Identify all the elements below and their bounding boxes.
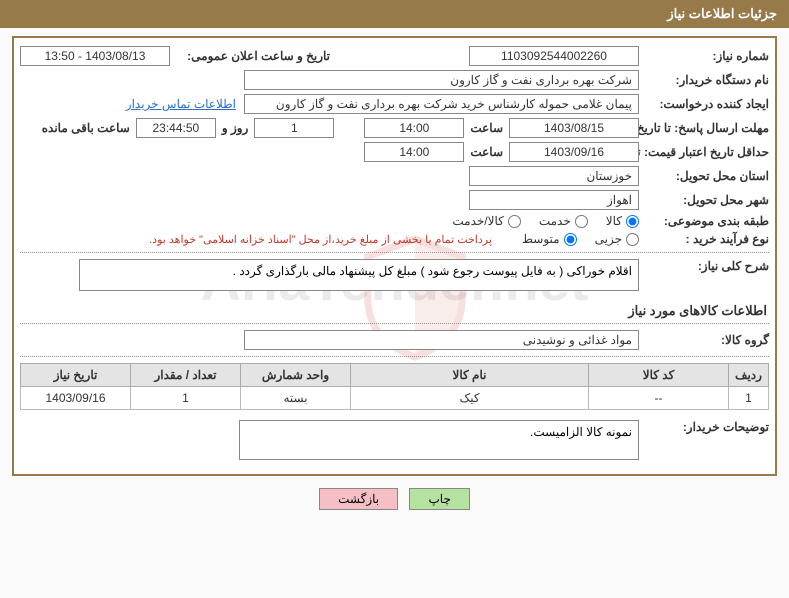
field-deadline-time[interactable] [364,118,464,138]
main-panel: AriaTender.net شماره نیاز: تاریخ و ساعت … [12,36,777,476]
row-buyer-notes: توضیحات خریدار: [20,420,769,460]
radio-topic-2[interactable]: کالا/خدمت [452,214,520,228]
td-date: 1403/09/16 [21,387,131,410]
radio-topic-1[interactable]: خدمت [539,214,588,228]
panel-header: جزئیات اطلاعات نیاز [0,0,789,28]
back-button[interactable]: بازگشت [319,488,398,510]
field-deadline-date[interactable] [509,118,639,138]
label-remaining: ساعت باقی مانده [36,121,136,135]
field-time-left[interactable] [136,118,216,138]
row-response-deadline: مهلت ارسال پاسخ: تا تاریخ: ساعت روز و سا… [20,118,769,138]
field-days-left[interactable] [254,118,334,138]
table-header-row: ردیف کد کالا نام کالا واحد شمارش تعداد /… [21,364,769,387]
th-qty: تعداد / مقدار [131,364,241,387]
textarea-need-desc[interactable] [79,259,639,291]
radio-input-topic-0[interactable] [626,215,639,228]
label-requester: ایجاد کننده درخواست: [639,97,769,111]
label-process: نوع فرآیند خرید : [639,232,769,246]
th-unit: واحد شمارش [241,364,351,387]
radio-label-process-0: جزیی [595,232,622,246]
td-unit: بسته [241,387,351,410]
radio-label-topic-2: کالا/خدمت [452,214,503,228]
td-row: 1 [729,387,769,410]
buttons-row: چاپ بازگشت [0,480,789,514]
radio-input-topic-2[interactable] [508,215,521,228]
th-row: ردیف [729,364,769,387]
label-goods-group: گروه کالا: [639,333,769,347]
row-goods-group: گروه کالا: [20,330,769,350]
label-validity-time: ساعت [464,145,509,159]
note-treasury: پرداخت تمام یا بخشی از مبلغ خرید،از محل … [149,233,492,246]
th-code: کد کالا [589,364,729,387]
label-days-and: روز و [216,121,255,135]
row-topic-classification: طبقه بندی موضوعی: کالا خدمت کالا/خدمت [20,214,769,228]
label-response-deadline: مهلت ارسال پاسخ: تا تاریخ: [639,121,769,135]
panel-title: جزئیات اطلاعات نیاز [667,6,777,21]
td-code: -- [589,387,729,410]
print-button[interactable]: چاپ [409,488,469,510]
radio-input-process-1[interactable] [564,233,577,246]
field-need-number[interactable] [469,46,639,66]
label-deadline-time: ساعت [464,121,509,135]
label-topic: طبقه بندی موضوعی: [639,214,769,228]
radio-label-process-1: متوسط [522,232,560,246]
row-requester: ایجاد کننده درخواست: اطلاعات تماس خریدار [20,94,769,114]
table-row: 1 -- کیک بسته 1 1403/09/16 [21,387,769,410]
goods-table: ردیف کد کالا نام کالا واحد شمارش تعداد /… [20,363,769,410]
th-name: نام کالا [351,364,589,387]
label-province: استان محل تحویل: [639,169,769,183]
field-validity-time[interactable] [364,142,464,162]
radio-group-process: جزیی متوسط [522,232,639,246]
th-date: تاریخ نیاز [21,364,131,387]
label-price-validity: حداقل تاریخ اعتبار قیمت: تا تاریخ: [639,145,769,159]
radio-input-topic-1[interactable] [575,215,588,228]
row-price-validity: حداقل تاریخ اعتبار قیمت: تا تاریخ: ساعت [20,142,769,162]
row-purchase-process: نوع فرآیند خرید : جزیی متوسط پرداخت تمام… [20,232,769,246]
label-announce-datetime: تاریخ و ساعت اعلان عمومی: [170,49,330,63]
textarea-buyer-notes[interactable] [239,420,639,460]
field-announce-datetime[interactable] [20,46,170,66]
row-need-number: شماره نیاز: تاریخ و ساعت اعلان عمومی: [20,46,769,66]
label-need-number: شماره نیاز: [639,49,769,63]
section-goods-info: اطلاعات کالاهای مورد نیاز [20,297,769,324]
field-validity-date[interactable] [509,142,639,162]
row-buyer-org: نام دستگاه خریدار: [20,70,769,90]
row-delivery-city: شهر محل تحویل: [20,190,769,210]
label-buyer-org: نام دستگاه خریدار: [639,73,769,87]
radio-label-topic-1: خدمت [539,214,571,228]
radio-group-topic: کالا خدمت کالا/خدمت [452,214,639,228]
radio-process-0[interactable]: جزیی [595,232,639,246]
link-buyer-contact[interactable]: اطلاعات تماس خریدار [126,97,236,111]
label-need-desc: شرح کلی نیاز: [639,259,769,273]
row-delivery-province: استان محل تحویل: [20,166,769,186]
label-city: شهر محل تحویل: [639,193,769,207]
radio-topic-0[interactable]: کالا [606,214,639,228]
radio-process-1[interactable]: متوسط [522,232,577,246]
field-buyer-org[interactable] [244,70,639,90]
td-name: کیک [351,387,589,410]
field-province[interactable] [469,166,639,186]
field-requester[interactable] [244,94,639,114]
label-buyer-notes: توضیحات خریدار: [639,420,769,434]
td-qty: 1 [131,387,241,410]
field-goods-group[interactable] [244,330,639,350]
radio-label-topic-0: کالا [606,214,622,228]
radio-input-process-0[interactable] [626,233,639,246]
row-need-desc: شرح کلی نیاز: [20,259,769,291]
field-city[interactable] [469,190,639,210]
